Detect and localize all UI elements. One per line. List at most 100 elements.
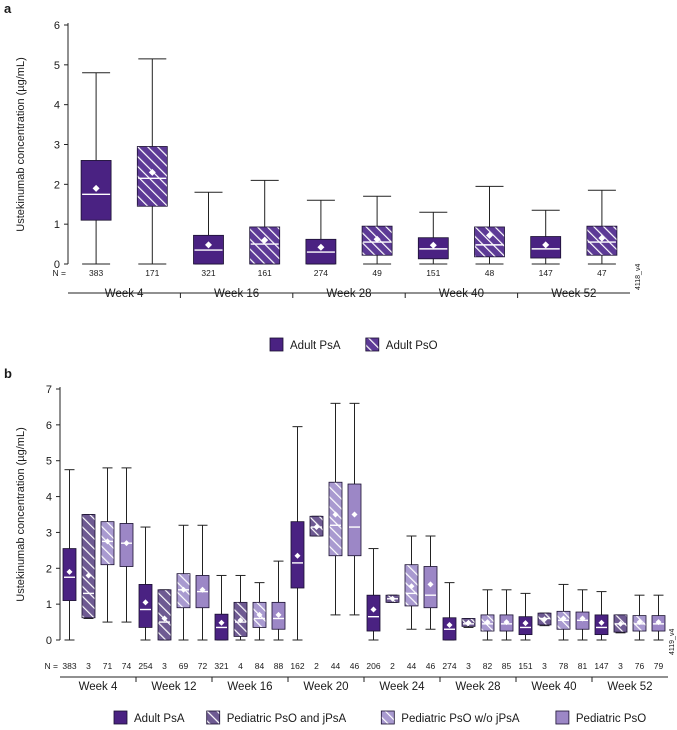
n-label: 85 <box>502 661 512 671</box>
legend-swatch <box>555 710 570 725</box>
legend-label: Adult PsO <box>386 340 438 352</box>
legend-swatch <box>113 710 128 725</box>
iqr-box <box>138 584 153 628</box>
n-label: 3 <box>466 661 471 671</box>
mean-marker <box>317 243 325 251</box>
y-tick-label: 2 <box>54 179 60 191</box>
mean-marker <box>256 611 263 618</box>
box-pediatric-pso-w-o-jpsa <box>252 582 267 641</box>
n-label: 206 <box>366 661 380 671</box>
mean-marker <box>205 241 212 249</box>
mean-marker <box>486 231 493 239</box>
n-label: 69 <box>179 661 189 671</box>
mean-marker <box>370 606 377 613</box>
box-pediatric-pso <box>651 594 666 641</box>
box-pediatric-pso <box>195 524 210 641</box>
box-pediatric-pso-and-jpsa <box>233 574 248 641</box>
box-pediatric-pso-and-jpsa <box>157 589 172 641</box>
box-adult-psa <box>366 548 381 641</box>
box-adult-psa <box>417 211 449 265</box>
box-pediatric-pso <box>347 402 362 616</box>
n-label: 147 <box>594 661 608 671</box>
box-adult-psa <box>530 209 562 265</box>
box-adult-pso <box>361 195 393 265</box>
panel-b: b 0 1 2 3 4 5 6 7 Ustekinumab concentration (µg/m… <box>4 366 676 725</box>
mean-marker <box>542 241 550 249</box>
n-prefix: N = <box>45 661 59 671</box>
n-label: 76 <box>635 661 645 671</box>
legend-label: Pediatric PsO <box>576 713 646 725</box>
group-label: Week 28 <box>326 288 371 300</box>
n-label: 171 <box>145 268 159 278</box>
box-pediatric-pso <box>271 560 286 641</box>
box-pediatric-pso <box>575 589 590 641</box>
panel-a: a 0 1 2 3 4 5 6 Ustekinumab concentration (µg/mL… <box>4 1 642 352</box>
y-axis-title: Ustekinumab concentration (µg/mL) <box>15 427 27 601</box>
legend-item-adult-pso: Adult PsO <box>365 337 438 352</box>
n-label: 74 <box>122 661 132 671</box>
n-label: 72 <box>198 661 208 671</box>
box-pediatric-pso-and-jpsa <box>385 594 400 603</box>
mean-marker <box>579 615 586 622</box>
n-label: 151 <box>426 268 440 278</box>
box-pediatric-pso-w-o-jpsa <box>404 535 419 630</box>
mean-marker <box>522 620 529 627</box>
iqr-box <box>249 226 281 265</box>
n-label: 79 <box>654 661 664 671</box>
iqr-box <box>366 594 381 632</box>
legend-item-pediatric-pso: Pediatric PsO <box>555 710 646 725</box>
legend-swatch <box>269 337 284 352</box>
n-label: 3 <box>162 661 167 671</box>
group-label: Week 4 <box>105 288 144 300</box>
group-label: Week 52 <box>607 681 652 693</box>
box-adult-pso <box>136 58 168 265</box>
mean-marker <box>429 241 437 249</box>
mean-marker <box>332 511 339 518</box>
legend-swatch <box>380 710 395 725</box>
mean-marker <box>351 511 358 518</box>
box-adult-pso <box>586 189 618 265</box>
n-label: 321 <box>214 661 228 671</box>
mean-marker <box>104 538 111 545</box>
legend-item-pediatric-pso-and-jpsa: Pediatric PsO and jPsA <box>206 710 347 725</box>
box-pediatric-pso-w-o-jpsa <box>100 467 115 623</box>
y-tick-label: 3 <box>54 140 60 152</box>
box-pediatric-pso-and-jpsa <box>537 612 552 627</box>
legend-item-adult-psa: Adult PsA <box>269 337 341 352</box>
mean-marker <box>373 235 381 243</box>
n-label: 2 <box>314 661 319 671</box>
y-tick-label: 1 <box>54 219 60 231</box>
box-pediatric-pso-and-jpsa <box>309 515 324 537</box>
box-adult-psa <box>193 191 224 265</box>
mean-marker <box>560 615 567 622</box>
mean-marker <box>161 615 168 622</box>
n-label: 46 <box>350 661 360 671</box>
y-tick-label: 3 <box>46 527 52 539</box>
mean-marker <box>598 234 606 242</box>
box-adult-pso <box>249 179 281 265</box>
box-pediatric-pso-w-o-jpsa <box>480 589 495 641</box>
n-label: 147 <box>539 268 553 278</box>
mean-marker <box>617 620 624 627</box>
n-label: 3 <box>542 661 547 671</box>
n-label: 151 <box>518 661 532 671</box>
y-tick-label: 5 <box>54 60 60 72</box>
box-adult-psa <box>305 199 337 265</box>
y-tick-label: 5 <box>46 456 52 468</box>
mean-marker <box>199 586 206 593</box>
n-label: 84 <box>255 661 265 671</box>
n-label: 3 <box>618 661 623 671</box>
n-label: 71 <box>103 661 113 671</box>
legend-label: Adult PsA <box>290 340 341 352</box>
mean-marker <box>66 568 73 575</box>
mean-marker <box>218 619 225 626</box>
y-axis-title: Ustekinumab concentration (µg/mL) <box>15 57 27 231</box>
box-adult-psa <box>62 469 77 641</box>
group-label: Week 40 <box>531 681 576 693</box>
n-label: 44 <box>407 661 417 671</box>
legend-item-adult-psa: Adult PsA <box>113 710 185 725</box>
n-label: 383 <box>62 661 76 671</box>
n-label: 49 <box>372 268 382 278</box>
box-adult-psa <box>290 426 305 641</box>
